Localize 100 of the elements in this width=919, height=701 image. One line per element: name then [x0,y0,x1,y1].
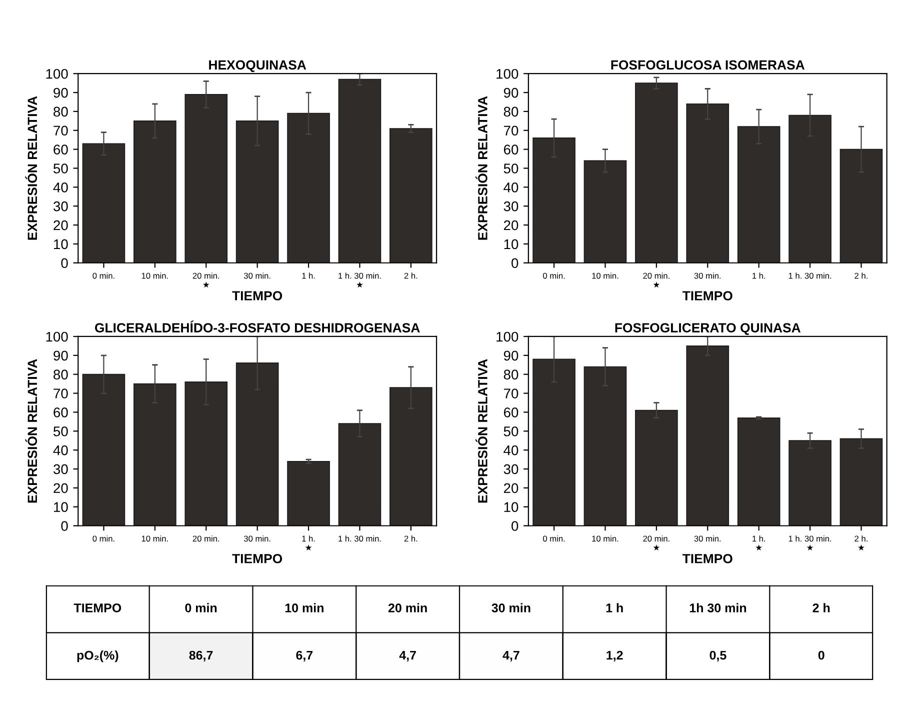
y-tick-label: 50 [504,164,518,174]
y-tick-label: 20 [54,483,68,494]
y-tick-label: 70 [504,126,518,136]
x-tick-label: 10 min. [142,272,168,279]
x-axis-title: TIEMPO [682,291,732,300]
y-tick-label: 80 [54,106,68,117]
y-tick-label: 10 [54,239,68,250]
data-label: 4,7 [399,650,416,662]
y-tick-label: 0 [61,521,68,531]
y-tick-label: 10 [504,502,518,512]
x-tick-label: 0 min. [92,535,114,542]
y-tick-label: 30 [504,464,518,474]
y-tick-label: 90 [504,88,518,98]
y-tick-label: 20 [504,220,518,230]
y-axis-title: EXPRESIÓN RELATIVA [25,96,38,240]
x-tick-label: 20 min. [192,535,220,542]
y-tick-label: 40 [53,445,68,456]
y-tick-label: 0 [61,258,68,268]
y-tick-label: 50 [54,426,68,436]
x-tick-label: 1 h. 30 min. [338,535,381,542]
y-tick-label: 100 [496,68,518,79]
x-tick-label: 20 min. ★ [192,272,220,288]
x-tick-label: 30 min [492,603,530,612]
x-tick-label: 2 h. ★ [854,535,868,551]
chart-title: HEXOQUINASA [209,60,306,72]
chart-title: GLICERALDEHÍDO-3-FOSFATO DESHIDROGENASA [94,320,420,332]
y-tick-label: 100 [46,332,68,342]
chart-title: FOSFOGLICERATO QUINASA [615,323,801,335]
y-tick-label: 60 [54,144,68,154]
x-tick-label: 1 h. 30 min. ★ [338,272,381,288]
x-axis-title: TIEMPO [232,554,282,564]
y-tick-label: 60 [504,408,518,418]
x-tick-label: 30 min. [244,535,270,542]
x-tick-label: 20 min. ★ [643,535,670,551]
x-tick-label: 0 min. [92,272,114,279]
y-tick-label: 60 [54,408,68,418]
data-label: 1,2 [606,650,623,662]
y-tick-label: 10 [504,239,518,250]
x-tick-label: 1 h. [752,272,766,279]
x-tick-label: 30 min. [694,535,721,542]
data-label: 4,7 [502,650,520,662]
y-axis-title: EXPRESIÓN RELATIVA [25,359,38,503]
x-tick-label: 2 h. [404,535,418,542]
x-tick-label: 1 h. 30 min. [788,272,832,279]
y-tick-label: 50 [504,426,518,436]
y-tick-label: 100 [496,332,518,342]
y-tick-label: 70 [54,388,68,398]
x-tick-label: 10 min. [592,535,618,542]
y-tick-label: 80 [504,370,518,380]
x-tick-label: 2 h. [404,272,418,279]
x-tick-label: 2 h [812,603,830,612]
y-tick-label: 10 [54,502,68,512]
x-tick-label: 1 h. ★ [302,535,315,551]
data-label: 86,7 [189,650,213,662]
y-tick-label: 80 [504,106,518,117]
x-tick-label: 0 min. [543,272,565,279]
y-axis-title: EXPRESIÓN RELATIVA [476,359,488,503]
y-tick-label: 30 [504,201,518,212]
x-tick-label: 30 min. [694,272,721,279]
chart-title: FOSFOGLUCOSA ISOMERASA [611,60,805,70]
x-tick-label: 10 min [285,603,324,612]
y-tick-label: 0 [512,258,518,268]
y-tick-label: 40 [504,182,518,192]
y-tick-label: pO₂(%) [77,650,118,662]
y-tick-label: 80 [54,370,68,380]
y-tick-label: 20 [504,483,518,494]
x-tick-label: 1h 30 min [690,603,746,612]
x-tick-label: 2 h. [854,272,868,279]
x-axis-title: TIEMPO [682,554,732,564]
x-tick-label: 1 h. [302,272,315,279]
x-tick-label: 0 min. [543,535,565,542]
data-label: 0 [818,650,824,660]
x-tick-label: 1 h [606,603,623,612]
x-axis-title: TIEMPO [232,291,282,300]
y-tick-label: 20 [54,220,68,230]
y-tick-label: 70 [54,126,68,136]
x-tick-label: 20 min. ★ [643,272,670,288]
x-tick-label: 30 min. [244,272,270,279]
x-tick-label: 1 h. ★ [752,535,766,551]
x-axis-title: TIEMPO [74,604,122,612]
y-tick-label: 90 [54,350,68,361]
data-label: 6,7 [296,650,313,662]
y-tick-label: 90 [54,88,68,98]
x-tick-label: 1 h. 30 min. ★ [788,535,832,551]
y-tick-label: 40 [504,445,518,456]
y-tick-label: 50 [54,164,68,174]
y-axis-title: EXPRESIÓN RELATIVA [476,96,488,240]
x-tick-label: 20 min [388,603,427,612]
y-tick-label: 30 [53,464,68,474]
data-label: 0,5 [710,650,726,662]
y-tick-label: 30 [53,201,68,212]
x-tick-label: 10 min. [142,535,168,542]
y-tick-label: 90 [504,350,518,361]
x-tick-label: 0 min [185,603,217,612]
y-tick-label: 100 [46,68,68,79]
y-tick-label: 60 [504,144,518,154]
x-tick-label: 10 min. [592,272,618,279]
y-tick-label: 0 [512,521,518,531]
y-tick-label: 40 [53,182,68,192]
y-tick-label: 70 [504,388,518,398]
